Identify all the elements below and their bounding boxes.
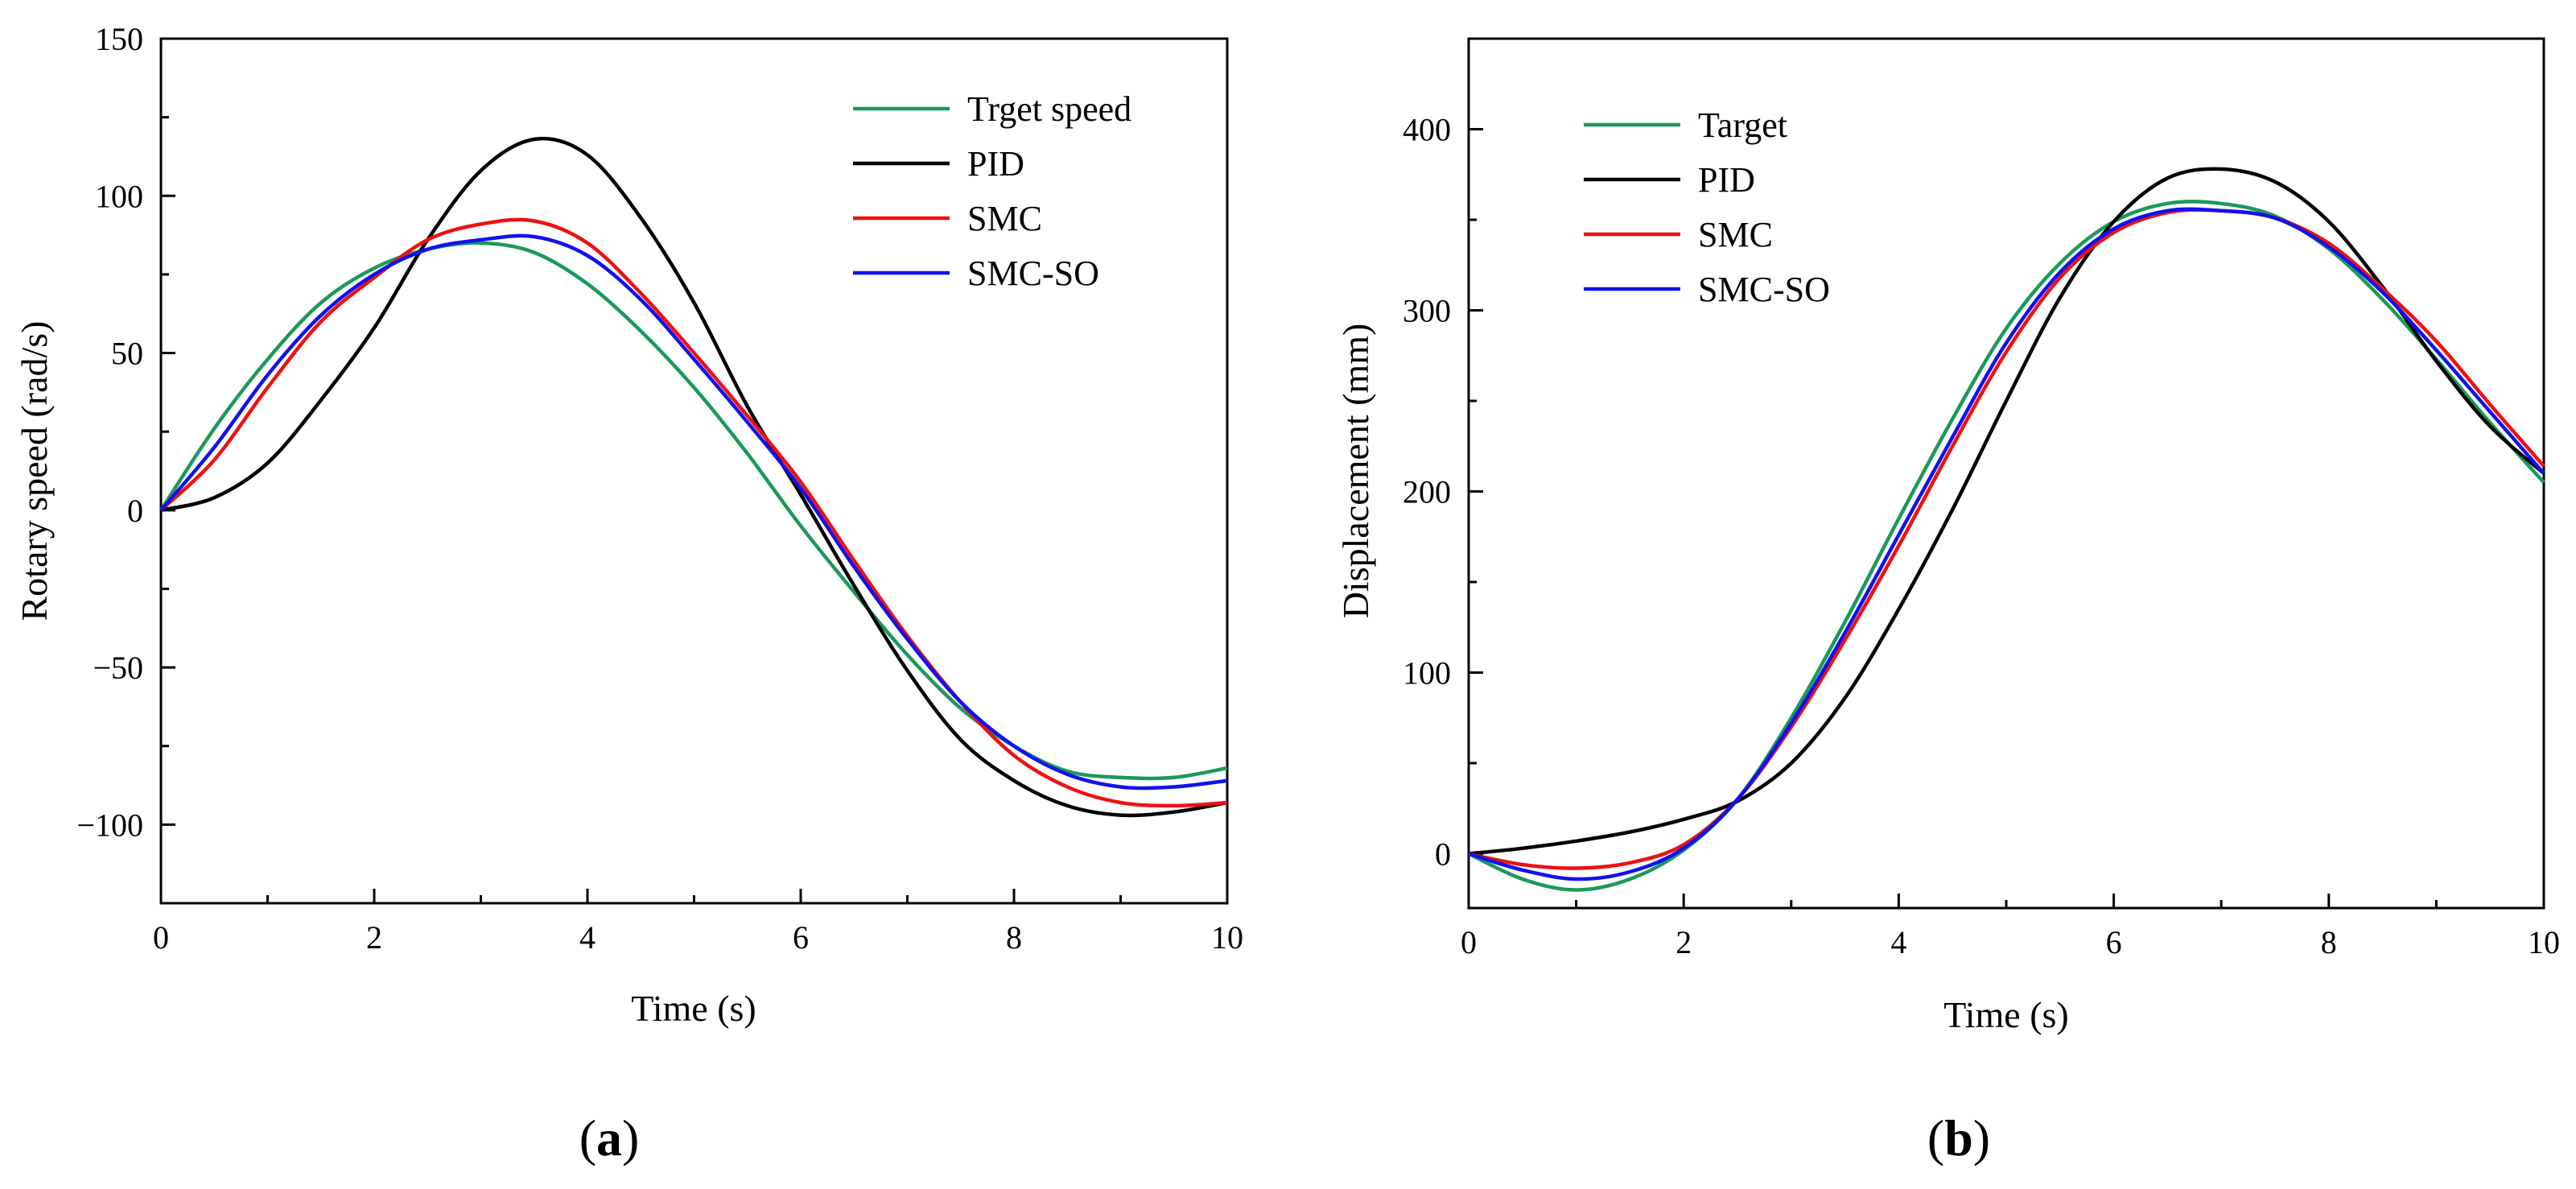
legend-b: Target PID SMC SMC-SO [1584, 105, 1830, 309]
x-tick-label-b: 6 [2106, 924, 2122, 960]
y-tick-label-b: 300 [1403, 293, 1451, 329]
series-line-smc-so [1468, 207, 2545, 881]
y-tick-label-a: 150 [95, 21, 143, 57]
series-line-target [1468, 200, 2545, 892]
series-lines-a [159, 137, 1228, 818]
y-tick-label-a: 0 [127, 493, 143, 529]
x-tick-label-a: 6 [793, 919, 809, 956]
x-tick-label-b: 0 [1461, 924, 1477, 960]
plot-frame-b [1467, 37, 2545, 910]
x-tick-label-a: 0 [153, 919, 169, 956]
series-line-smc [1468, 208, 2545, 870]
y-tick-label-a: −100 [76, 807, 143, 843]
x-axis-label-b: Time (s) [1943, 994, 2069, 1035]
series-lines-b [1468, 167, 2545, 892]
y-tick-label-a: 50 [111, 336, 143, 372]
x-tick-label-a: 4 [579, 919, 596, 956]
legend-label: SMC [967, 199, 1042, 238]
x-tick-label-b: 8 [2321, 924, 2337, 960]
legend-label: PID [967, 144, 1024, 184]
panel-a: 0 2 4 6 8 10 150 100 50 0 −50 −100 Trget speed PID SM… [14, 21, 1243, 1166]
legend-label: SMC-SO [967, 254, 1099, 293]
x-tick-label-b: 2 [1675, 924, 1692, 960]
y-tick-label-b: 200 [1403, 474, 1451, 510]
legend-label: SMC [1698, 215, 1773, 254]
x-tick-label-a: 2 [366, 919, 382, 956]
legend-label: SMC-SO [1698, 270, 1830, 309]
y-tick-label-b: 400 [1403, 112, 1451, 148]
legend-label: Target [1698, 105, 1787, 145]
x-tick-label-a: 10 [1211, 919, 1243, 956]
series-line-smc [159, 217, 1228, 808]
y-tick-label-b: 0 [1435, 836, 1451, 873]
legend-label: PID [1698, 160, 1755, 200]
y-tick-label-a: 100 [95, 178, 143, 214]
y-tick-label-a: −50 [93, 650, 143, 686]
legend-label: Trget speed [967, 89, 1131, 129]
y-axis-label-b: Displacement (mm) [1335, 324, 1376, 619]
x-tick-label-a: 8 [1006, 919, 1022, 956]
series-line-smc-so [159, 233, 1228, 791]
y-tick-label-b: 100 [1403, 655, 1451, 692]
y-axis-label-a: Rotary speed (rad/s) [14, 321, 55, 621]
x-tick-label-b: 10 [2528, 924, 2560, 960]
axis-ticks-a: 0 2 4 6 8 10 150 100 50 0 −50 −100 [76, 21, 1243, 956]
x-axis-label-a: Time (s) [631, 988, 756, 1029]
x-tick-label-b: 4 [1890, 924, 1906, 960]
legend-a: Trget speed PID SMC SMC-SO [853, 89, 1131, 293]
series-line-pid [1468, 167, 2545, 856]
panel-label-a: (a) [579, 1109, 640, 1166]
panel-label-b: (b) [1927, 1109, 1990, 1166]
series-line-pid [160, 137, 1228, 818]
